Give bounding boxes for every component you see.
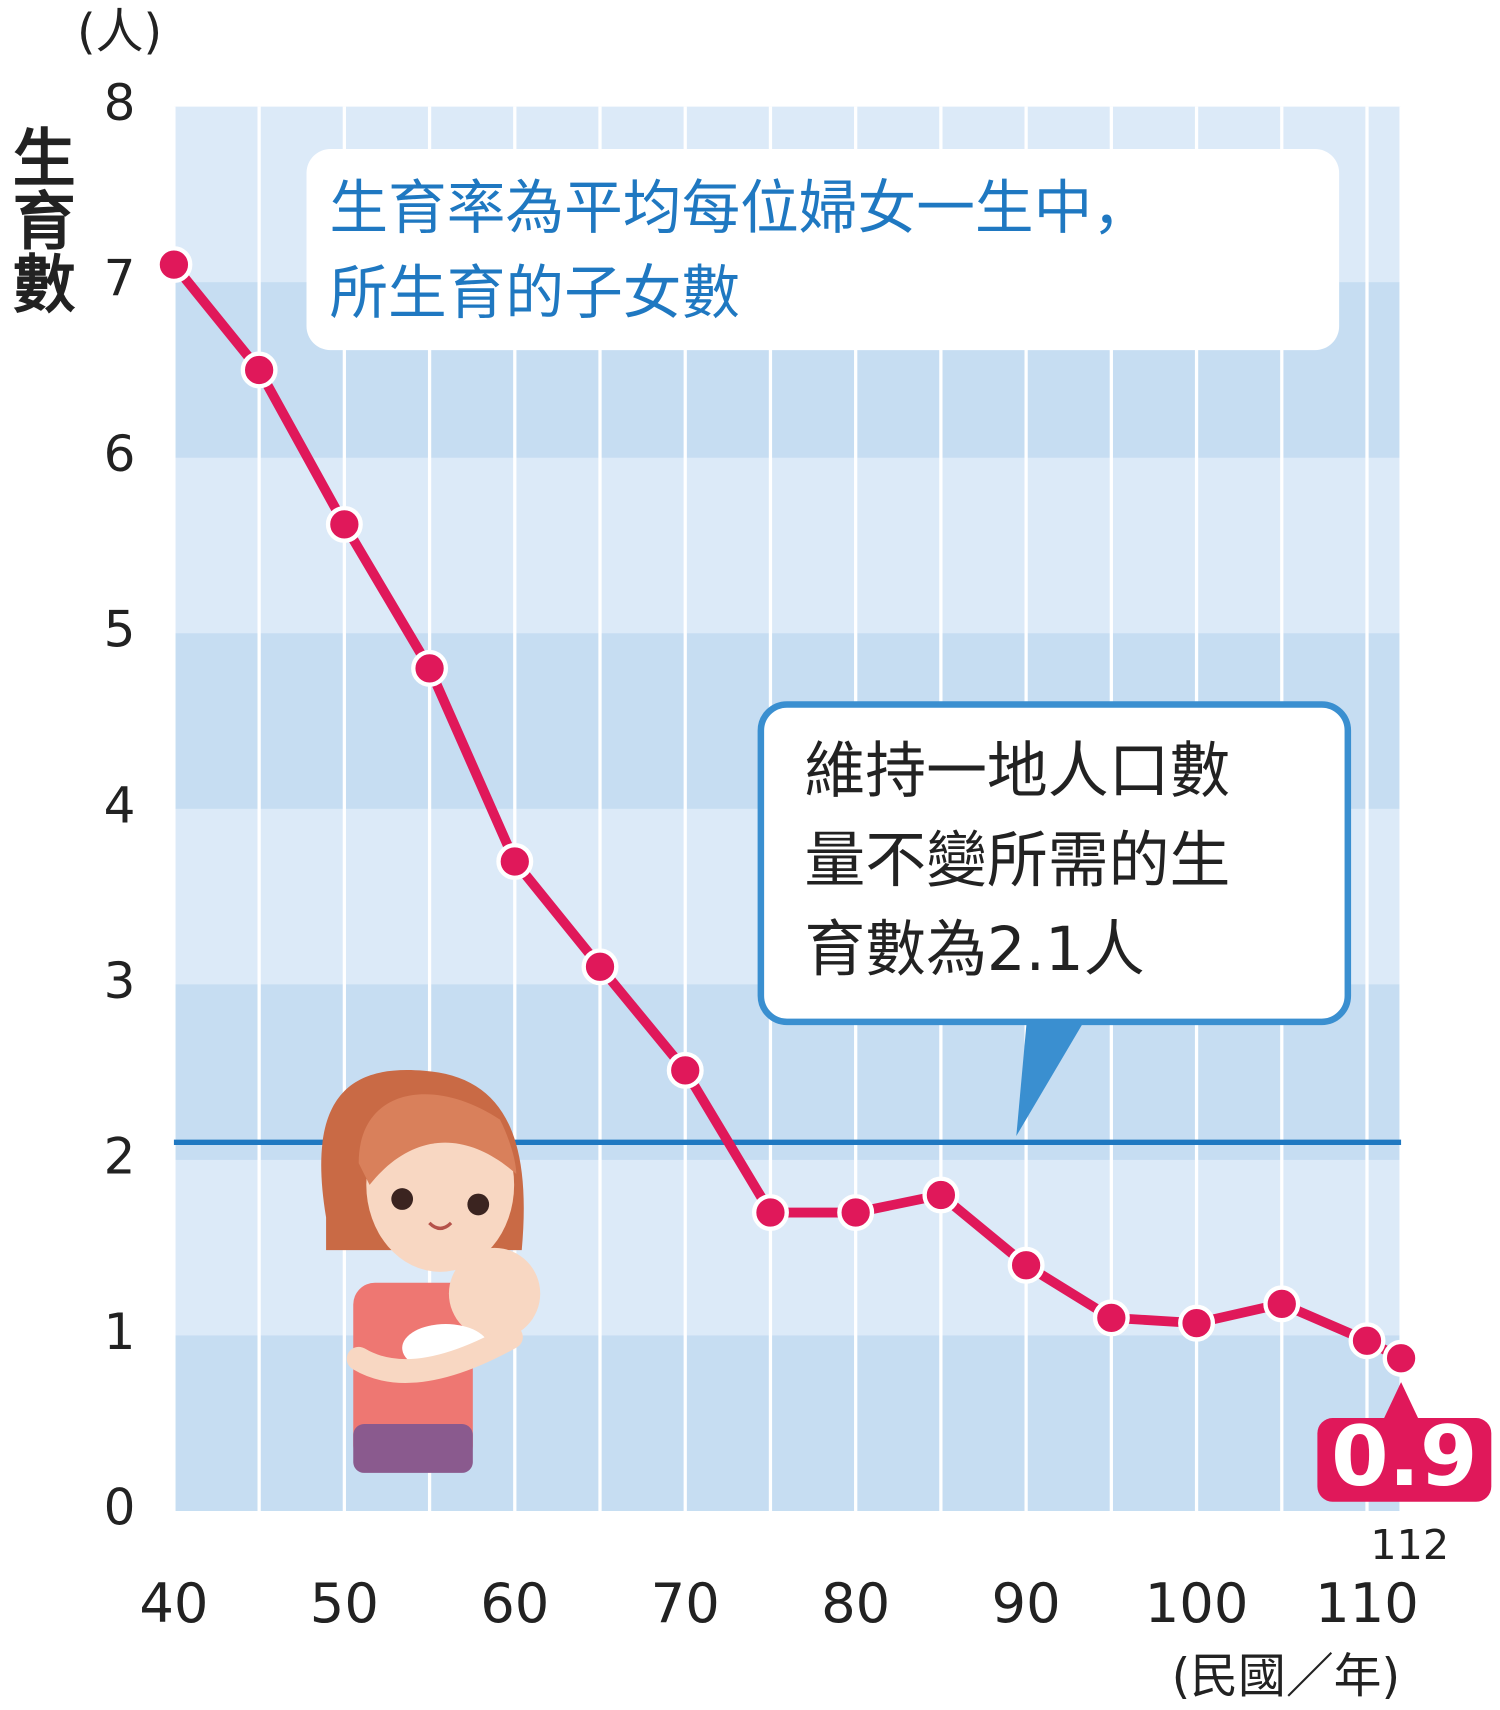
x-tick-label: 70 — [651, 1572, 720, 1635]
y-tick-label: 4 — [104, 776, 136, 834]
point — [1348, 1322, 1386, 1360]
annotation: 生育率為平均每位婦女一生中， 所生育的子女數 — [306, 149, 1340, 351]
y-tick-label: 7 — [104, 250, 136, 308]
point — [751, 1194, 789, 1232]
point — [1382, 1339, 1420, 1377]
annotation-text: 所生育的子女數 — [329, 259, 740, 327]
illustration — [321, 1070, 541, 1473]
foreground: (人) 生育數 (民國／年) 生育率為平均每位婦女一生中， 所生育的子女數維持一地人口數… — [3, 5, 1492, 1704]
point — [240, 351, 278, 389]
y-tick-label: 2 — [104, 1127, 136, 1185]
y-tick-label: 6 — [104, 425, 136, 483]
y-tick-label: 3 — [104, 952, 136, 1010]
point — [1178, 1304, 1216, 1342]
y-tick-label: 5 — [104, 601, 136, 659]
point — [922, 1176, 960, 1214]
point — [155, 246, 193, 284]
annotation-box — [757, 701, 1352, 1026]
x-tick-label: 112 — [1370, 1521, 1449, 1569]
annotation-text: 育數為2.1人 — [804, 915, 1144, 985]
x-tick-label: 60 — [480, 1572, 549, 1635]
point — [666, 1051, 704, 1089]
x-tick-label: 90 — [992, 1572, 1061, 1635]
x-tick-label: 100 — [1145, 1572, 1249, 1635]
x-tick-label: 80 — [821, 1572, 890, 1635]
point — [1092, 1299, 1130, 1337]
point — [1263, 1285, 1301, 1323]
annotation-box — [306, 149, 1340, 351]
value-label: 0.9 — [1331, 1409, 1477, 1505]
y-axis-label: 生育數 — [3, 125, 77, 315]
x-tick-label: 50 — [310, 1572, 379, 1635]
y-tick-label: 1 — [104, 1303, 136, 1361]
point — [411, 649, 449, 687]
point — [581, 948, 619, 986]
line — [170, 261, 1404, 1363]
value-label-box — [1317, 1418, 1492, 1502]
point — [496, 842, 534, 880]
annotation-text: 生育率為平均每位婦女一生中， — [329, 174, 1151, 242]
point — [837, 1194, 875, 1232]
point — [1007, 1246, 1045, 1284]
y-tick-label: 0 — [104, 1478, 136, 1536]
x-tick-label: 110 — [1315, 1572, 1419, 1635]
annotation-pointer — [1016, 1016, 1087, 1136]
value-label-pointer — [1381, 1382, 1421, 1424]
x-tick-label: 40 — [139, 1572, 208, 1635]
point — [325, 505, 363, 543]
annotation-text: 量不變所需的生 — [804, 826, 1230, 896]
y-unit: (人) — [77, 5, 162, 60]
y-tick-label: 8 — [104, 74, 136, 132]
annotation-text: 維持一地人口數 — [804, 737, 1230, 807]
x-unit: (民國／年) — [1172, 1649, 1401, 1704]
